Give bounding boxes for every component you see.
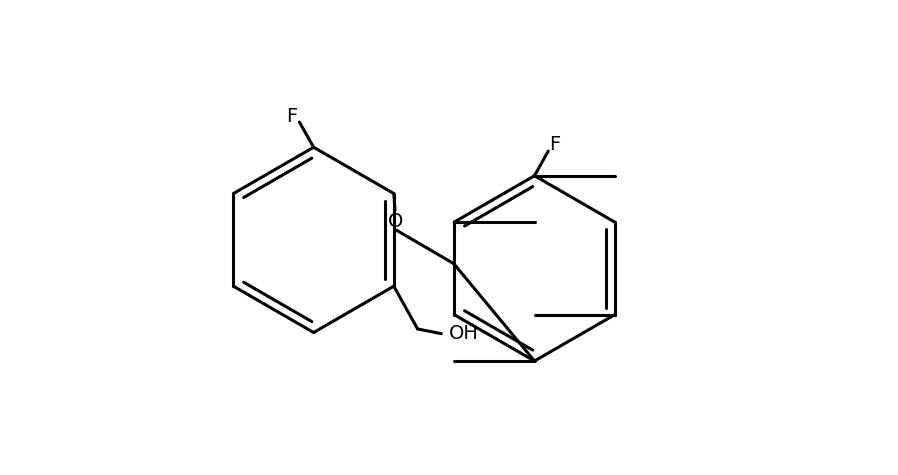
Text: F: F	[286, 107, 298, 126]
Text: OH: OH	[448, 324, 479, 343]
Text: F: F	[549, 135, 560, 154]
Text: O: O	[388, 212, 403, 231]
